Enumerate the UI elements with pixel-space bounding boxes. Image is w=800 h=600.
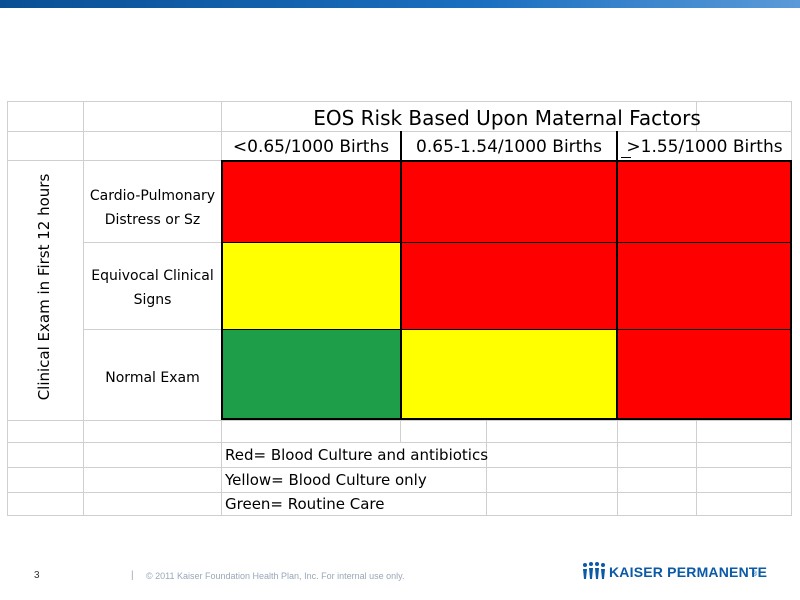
risk-cell-distress-mid — [401, 161, 617, 242]
column-header-mid: 0.65-1.54/1000 Births — [416, 137, 602, 157]
risk-cell-distress-low — [222, 161, 400, 242]
grid-line — [7, 515, 792, 516]
legend-red: Red= Blood Culture and antibiotics — [225, 446, 489, 464]
grid-line — [83, 242, 222, 243]
row-label-equivocal-line1: Equivocal Clinical — [91, 268, 214, 284]
page-number: 3 — [34, 570, 40, 581]
grid-line — [400, 420, 401, 442]
table-title: EOS Risk Based Upon Maternal Factors — [313, 106, 701, 130]
gte-underline — [621, 157, 631, 158]
column-header-high: >1.55/1000 Births — [626, 137, 783, 157]
risk-cell-normal-low — [222, 330, 400, 419]
grid-line — [7, 492, 792, 493]
grid-line — [7, 442, 792, 443]
matrix-border — [221, 242, 792, 243]
top-banner — [0, 0, 800, 8]
matrix-border — [616, 131, 618, 420]
matrix-border — [221, 160, 223, 420]
column-header-low: <0.65/1000 Births — [232, 137, 390, 157]
risk-cell-equivocal-mid — [401, 243, 617, 329]
legend-yellow: Yellow= Blood Culture only — [225, 471, 427, 489]
kaiser-logo: KAISER PERMANENTE ® — [582, 561, 782, 583]
grid-line — [486, 420, 487, 516]
row-label-normal: Normal Exam — [105, 370, 200, 386]
row-label-equivocal: Equivocal Clinical Signs — [84, 264, 221, 312]
grid-line — [7, 467, 792, 468]
grid-line — [7, 131, 792, 132]
grid-line — [696, 101, 697, 131]
kp-figures-icon — [583, 562, 605, 579]
matrix-border — [400, 131, 402, 420]
matrix-border — [221, 418, 792, 420]
grid-line — [83, 101, 84, 516]
risk-cell-equivocal-high — [617, 243, 791, 329]
grid-line — [696, 420, 697, 516]
matrix-border — [221, 160, 792, 162]
footer-divider: | — [131, 570, 134, 581]
risk-cell-normal-mid — [401, 330, 617, 419]
grid-line — [83, 329, 222, 330]
matrix-border — [221, 329, 792, 330]
row-label-equivocal-line2: Signs — [133, 292, 172, 308]
grid-line — [617, 420, 618, 516]
grid-line — [7, 101, 792, 102]
brand-registered-mark: ® — [752, 571, 758, 578]
risk-cell-distress-high — [617, 161, 791, 242]
matrix-border — [790, 160, 792, 420]
risk-cell-equivocal-low — [222, 243, 400, 329]
risk-cell-normal-high — [617, 330, 791, 419]
grid-line — [7, 420, 792, 421]
row-label-distress-line2: Distress or Sz — [104, 212, 201, 228]
copyright-text: © 2011 Kaiser Foundation Health Plan, In… — [146, 571, 405, 581]
brand-name: KAISER PERMANENTE — [609, 564, 768, 580]
legend-green: Green= Routine Care — [225, 495, 385, 513]
row-label-distress-line1: Cardio-Pulmonary — [89, 188, 216, 204]
row-label-distress: Cardio-Pulmonary Distress or Sz — [84, 184, 221, 232]
grid-line — [7, 101, 8, 516]
row-axis-label: Clinical Exam in First 12 hours — [35, 173, 53, 401]
grid-line — [7, 160, 222, 161]
